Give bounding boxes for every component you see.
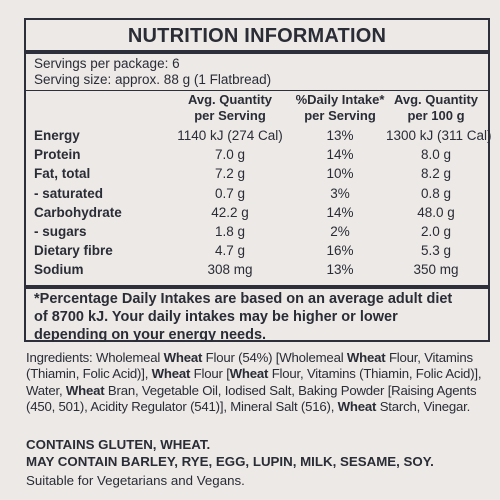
ingredients-text: Bran, Vegetable Oil, Iodised Salt, Bakin… (26, 382, 477, 414)
per-100g-value: 48.0 g (417, 204, 455, 220)
header-per-serving: Avg. Quantity per Serving (187, 92, 273, 123)
nutrition-row: Energy 1140 kJ (274 Cal) 13% 1300 kJ (311 C… (26, 128, 492, 145)
dietary-suitability: Suitable for Vegetarians and Vegans. (26, 473, 245, 488)
allergen-highlight: Wheat (346, 350, 386, 365)
allergen-highlight: Wheat (229, 366, 269, 382)
daily-intake-value: 10% (326, 166, 354, 182)
nutrient-label: Fat, total (34, 166, 91, 182)
per-100g-value: 0.8 g (420, 185, 452, 201)
nutrient-label: Protein (34, 147, 81, 163)
nutrition-row: Protein 7.0 g 14% 8.0 g (26, 147, 488, 164)
daily-intake-value: 14% (326, 204, 354, 220)
nutrient-label: - saturated (34, 185, 104, 201)
per-serving-value: 308 mg (207, 262, 253, 278)
per-serving-value: 42.2 g (211, 204, 249, 220)
daily-intake-value: 13% (326, 128, 354, 143)
per-100g-value: 8.0 g (420, 147, 452, 163)
allergen-highlight: Wheat (163, 350, 203, 365)
ingredients-text: Flour, Vitamins (Thiamin, Folic Acid)], (26, 350, 473, 382)
allergen-highlight: Wheat (337, 398, 377, 414)
nutrient-label: Sodium (34, 262, 84, 278)
nutrition-row: Fat, total 7.2 g 10% 8.2 g (26, 166, 488, 183)
header-divider (26, 90, 488, 91)
nutrition-row: - saturated 0.7 g 3% 0.8 g (26, 186, 488, 203)
servings-per-package: Servings per package: 6 (34, 56, 180, 71)
allergen-highlight: Wheat (151, 366, 191, 382)
per-serving-value: 7.2 g (214, 166, 246, 182)
daily-intake-footnote: *Percentage Daily Intakes are based on a… (34, 291, 453, 343)
header-per-100g: Avg. Quantity per 100 g (393, 92, 479, 123)
ingredients-text: Ingredients: Wholemeal (26, 350, 164, 365)
ingredients-text: Starch, Vinegar. (376, 398, 471, 414)
daily-intake-value: 14% (326, 147, 354, 163)
nutrient-label: Energy (34, 128, 80, 143)
per-100g-value: 5.3 g (420, 243, 452, 259)
per-serving-value: 7.0 g (214, 147, 246, 163)
title-divider (26, 50, 488, 54)
footnote-divider (26, 285, 488, 289)
per-serving-value: 4.7 g (214, 243, 246, 259)
ingredients-list: Ingredients: Wholemeal Wheat Flour (54%)… (26, 350, 486, 415)
header-daily-intake: %Daily Intake* per Serving (295, 92, 385, 123)
daily-intake-value: 3% (330, 185, 350, 201)
ingredients-text: Flour (54%) [Wholemeal (202, 350, 347, 365)
serving-size: Serving size: approx. 88 g (1 Flatbread) (34, 72, 272, 87)
contains-allergens: CONTAINS GLUTEN, WHEAT. (26, 437, 211, 452)
nutrition-row: - sugars 1.8 g 2% 2.0 g (26, 224, 488, 241)
per-100g-value: 8.2 g (420, 166, 452, 182)
ingredients-text: Flour [ (190, 366, 230, 382)
nutrient-label: - sugars (34, 224, 87, 239)
daily-intake-value: 13% (326, 262, 354, 278)
per-serving-value: 1140 kJ (274 Cal) (177, 128, 283, 143)
per-serving-value: 0.7 g (214, 185, 246, 201)
allergen-highlight: Wheat (65, 382, 105, 398)
nutrition-row: Dietary fibre 4.7 g 16% 5.3 g (26, 243, 488, 260)
panel-title: NUTRITION INFORMATION (127, 25, 387, 47)
nutrient-label: Dietary fibre (34, 243, 113, 259)
ingredients-text: Flour, Vitamins (Thiamin, Folic Acid)], … (26, 366, 482, 398)
per-100g-value: 350 mg (413, 262, 459, 278)
daily-intake-value: 2% (330, 224, 350, 239)
per-serving-value: 1.8 g (214, 224, 246, 239)
nutrition-panel: NUTRITION INFORMATION Servings per packa… (24, 18, 492, 343)
nutrition-row: Carbohydrate 42.2 g 14% 48.0 g (26, 205, 488, 222)
per-100g-value: 2.0 g (420, 224, 452, 239)
per-100g-value: 1300 kJ (311 Cal) (386, 128, 492, 143)
daily-intake-value: 16% (326, 243, 354, 259)
nutrition-row: Sodium 308 mg 13% 350 mg (26, 262, 488, 279)
may-contain-allergens: MAY CONTAIN BARLEY, RYE, EGG, LUPIN, MIL… (26, 454, 434, 469)
nutrient-label: Carbohydrate (34, 204, 122, 220)
